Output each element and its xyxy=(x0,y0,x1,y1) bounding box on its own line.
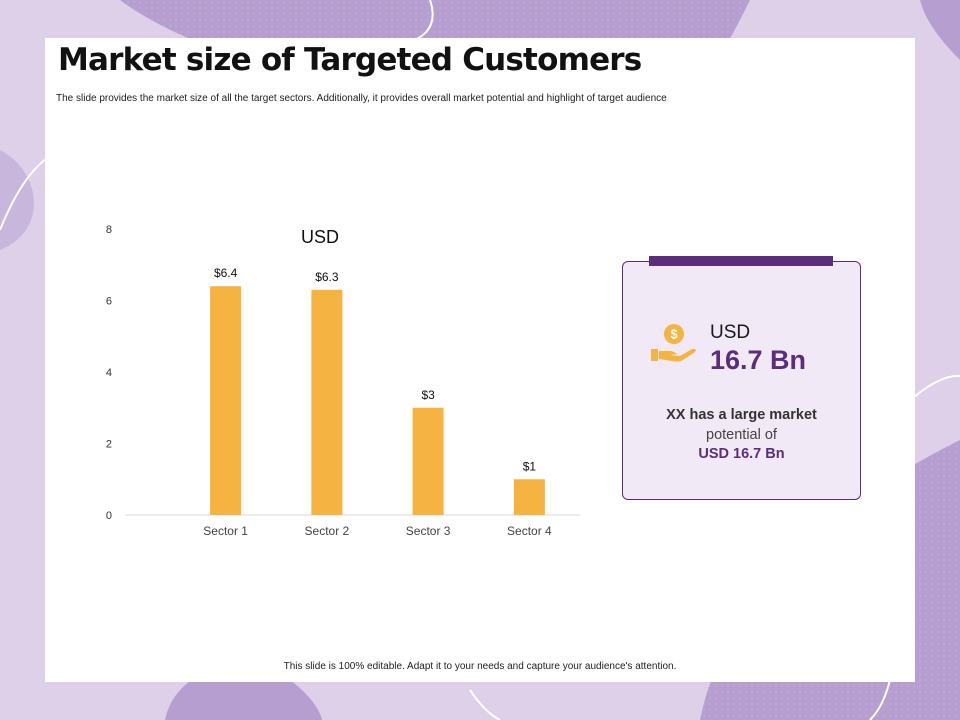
card-amount-value: 16.7 Bn xyxy=(710,345,807,375)
y-tick-label: 8 xyxy=(106,224,112,236)
card-line-1: XX has a large market xyxy=(666,407,817,423)
bar-data-label: $6.3 xyxy=(315,270,339,284)
y-tick-label: 0 xyxy=(106,510,112,522)
x-tick-label: Sector 3 xyxy=(406,524,451,538)
bar-data-label: $6.4 xyxy=(214,266,238,280)
bar-sector-3 xyxy=(412,407,444,515)
bar-chart: USD 0 2 4 6 8 $6.4 $6.3 $3 $1 Sector 1 Sector 2 S… xyxy=(106,224,580,538)
card-currency-label: USD xyxy=(710,322,751,343)
bar-sector-2 xyxy=(311,289,343,515)
page-title: Market size of Targeted Customers xyxy=(58,42,642,78)
card-line-2: potential of xyxy=(706,426,777,443)
bar-data-label: $3 xyxy=(421,388,435,402)
card-description: XX has a large market potential of USD 1… xyxy=(623,406,860,465)
market-potential-card: $ USD 16.7 Bn XX has a large market pote… xyxy=(622,256,861,500)
bar-sector-1 xyxy=(210,286,242,515)
dollar-symbol: $ xyxy=(670,327,678,342)
bar-sector-4 xyxy=(513,479,545,515)
card-accent-bar xyxy=(649,256,833,266)
x-tick-label: Sector 2 xyxy=(305,524,350,538)
x-tick-label: Sector 4 xyxy=(507,524,552,538)
y-tick-label: 2 xyxy=(106,439,112,451)
bar-data-label: $1 xyxy=(523,459,537,473)
x-tick-label: Sector 1 xyxy=(203,524,248,538)
page-subtitle: The slide provides the market size of al… xyxy=(56,93,667,104)
chart-title: USD xyxy=(301,227,339,247)
y-tick-label: 6 xyxy=(106,296,112,308)
card-line-3: USD 16.7 Bn xyxy=(698,446,785,462)
footer-note: This slide is 100% editable. Adapt it to… xyxy=(283,661,677,672)
money-hand-icon: $ xyxy=(651,324,696,362)
y-tick-label: 4 xyxy=(106,367,112,379)
slide-canvas: Market size of Targeted Customers The sl… xyxy=(45,38,915,682)
